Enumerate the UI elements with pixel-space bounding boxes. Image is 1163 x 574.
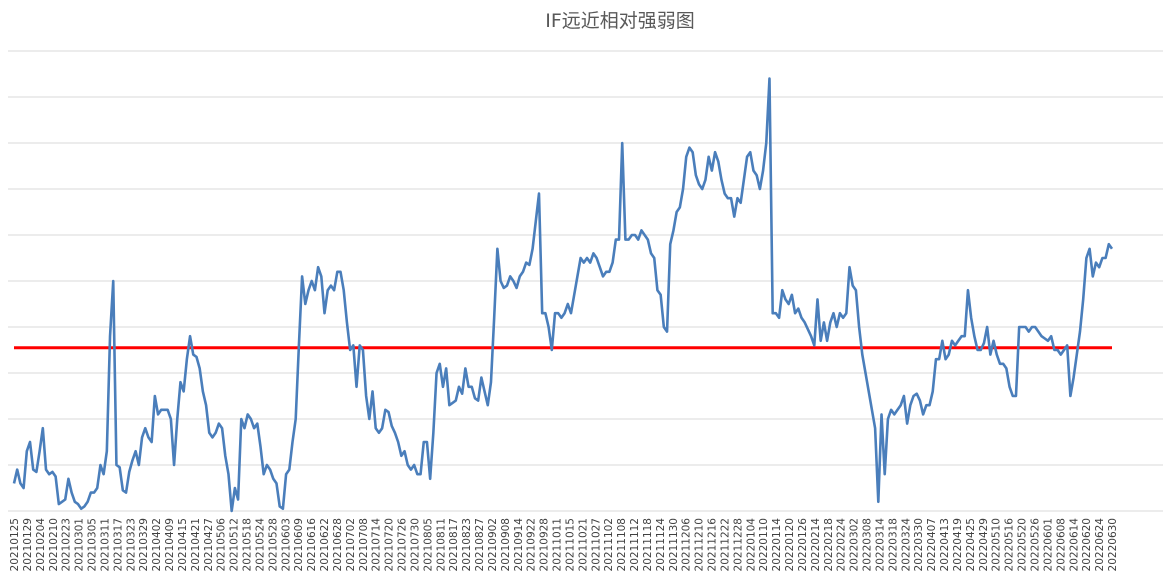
x-tick-label: 20220308 [862,518,874,571]
x-tick-label: 20220630 [1107,518,1119,571]
x-tick-label: 20220302 [849,518,861,571]
x-tick-label: 20210823 [461,518,473,571]
x-tick-label: 20210805 [422,518,434,571]
series-line [12,77,1114,513]
x-tick-label: 20210518 [242,518,254,571]
x-tick-label: 20220520 [1017,518,1029,571]
x-tick-label: 20220120 [784,518,796,571]
x-tick-label: 20210609 [293,518,305,571]
x-tick-label: 20210421 [190,518,202,571]
x-tick-label: 20220214 [810,518,822,572]
x-tick-label: 20210922 [526,518,538,571]
x-tick-label: 20210506 [216,518,228,572]
x-tick-label: 20220218 [823,518,835,571]
x-tick-label: 20220608 [1055,518,1067,571]
x-tick-label: 20211021 [577,518,589,571]
x-tick-label: 20210512 [229,518,241,571]
x-tick-label: 20211210 [694,518,706,571]
x-tick-label: 20210914 [513,518,525,572]
x-tick-label: 20210622 [319,518,331,571]
x-tick-label: 20211108 [616,518,628,571]
x-tick-label: 20210415 [177,518,189,571]
x-tick-label: 20220224 [836,518,848,572]
x-tick-label: 20210125 [9,518,21,571]
x-tick-label: 20220526 [1029,518,1041,572]
x-tick-label: 20210628 [332,518,344,571]
x-tick-label: 20220425 [965,518,977,571]
x-tick-label: 20210317 [112,518,124,571]
x-tick-label: 20210524 [254,518,266,572]
x-tick-label: 20220110 [758,518,770,571]
x-tick-label: 20220429 [978,518,990,571]
x-tick-label: 20210811 [435,518,447,571]
x-tick-label: 20210129 [22,518,34,571]
x-tick-label: 20211027 [590,518,602,571]
x-tick-label: 20210902 [487,518,499,571]
x-axis-tick-labels: 20210125 20210129 20210204 20210210 20210223… [9,518,1119,572]
x-tick-label: 20210817 [448,518,460,571]
x-tick-label: 20210730 [409,518,421,571]
x-tick-label: 20220413 [939,518,951,571]
x-tick-label: 20211124 [655,518,667,572]
x-tick-label: 20210210 [48,518,60,571]
x-tick-label: 20210714 [371,518,383,572]
x-tick-label: 20220126 [797,518,809,572]
x-tick-label: 20220324 [900,518,912,572]
x-tick-label: 20211102 [603,518,615,571]
x-tick-label: 20211206 [681,518,693,572]
x-tick-label: 20210223 [61,518,73,571]
x-tick-label: 20211222 [719,518,731,571]
x-tick-label: 20211130 [668,518,680,571]
x-tick-label: 20210827 [474,518,486,571]
x-tick-label: 20220330 [913,518,925,571]
x-tick-label: 20220510 [991,518,1003,571]
x-tick-label: 20220601 [1042,518,1054,571]
x-tick-label: 20210928 [539,518,551,571]
x-tick-label: 20210305 [87,518,99,571]
x-tick-label: 20210603 [280,518,292,571]
x-tick-label: 20210908 [500,518,512,571]
x-tick-label: 20210311 [99,518,111,571]
x-tick-label: 20210204 [35,518,47,572]
x-tick-label: 20210616 [306,518,318,572]
gridlines [8,50,1163,512]
x-tick-label: 20220516 [1004,518,1016,572]
x-tick-label: 20210528 [267,518,279,571]
x-tick-label: 20210702 [345,518,357,571]
x-tick-label: 20220114 [771,518,783,572]
x-tick-label: 20210329 [138,518,150,571]
x-tick-label: 20211216 [707,518,719,572]
x-tick-label: 20220104 [745,518,757,572]
x-tick-label: 20210726 [397,518,409,572]
x-tick-label: 20210323 [125,518,137,571]
x-tick-label: 20210708 [358,518,370,571]
x-tick-label: 20211015 [564,518,576,571]
x-tick-label: 20220407 [926,518,938,571]
x-tick-label: 20211112 [629,518,641,571]
x-tick-label: 20210402 [151,518,163,571]
x-tick-label: 20220314 [874,518,886,572]
series-layer [12,77,1114,513]
chart-title: IF远近相对强弱图 [545,10,695,32]
x-tick-label: 20220624 [1094,518,1106,572]
x-tick-label: 20220614 [1068,518,1080,572]
x-tick-label: 20220318 [887,518,899,571]
x-tick-label: 20220620 [1081,518,1093,571]
x-tick-label: 20211118 [642,518,654,571]
x-tick-label: 20210720 [384,518,396,571]
x-tick-label: 20220419 [952,518,964,571]
x-tick-label: 20210409 [164,518,176,571]
x-tick-label: 20210427 [203,518,215,571]
x-tick-label: 20211011 [552,518,564,571]
x-tick-label: 20210301 [74,518,86,571]
x-tick-label: 20211228 [732,518,744,571]
